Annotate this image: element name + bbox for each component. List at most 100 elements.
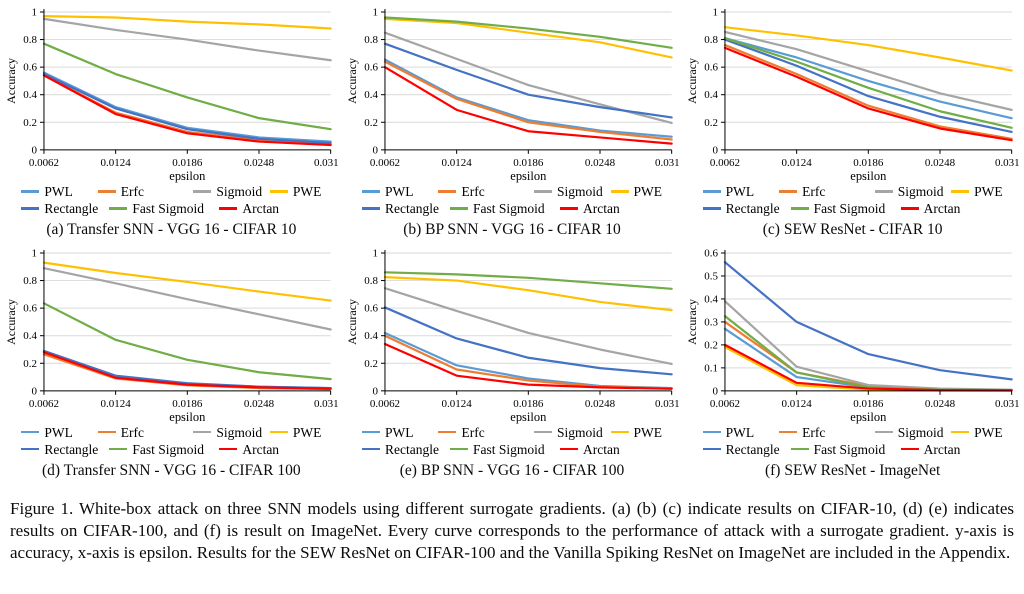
legend-line-swatch — [109, 447, 128, 451]
legend-label: Sigmoid — [216, 183, 263, 199]
legend-line-swatch — [534, 190, 553, 193]
legend-item-rectangle: Rectangle — [21, 441, 109, 458]
legend-line-swatch — [21, 207, 40, 210]
series-line-sigmoid — [724, 30, 1014, 111]
legend-item-sigmoid: Sigmoid — [534, 183, 610, 200]
legend-line-swatch — [610, 190, 629, 193]
legend-line-swatch — [559, 447, 578, 451]
legend-item-pwe: PWE — [610, 424, 662, 441]
legend-label: Arctan — [582, 441, 620, 457]
chart-figure-c: 0 0.2 0.4 0.6 0.8 1 0.0062 0.0124 0.0186 0.0248 0.… — [685, 4, 1020, 239]
legend-line-swatch — [97, 190, 116, 193]
x-tick-label: 0.0062 — [29, 157, 59, 169]
chart-plot-a: 0 0.2 0.4 0.6 0.8 1 0.0062 0.0124 0.0186 0.0248 0.… — [4, 6, 339, 183]
y-tick-label: 0 — [372, 385, 378, 397]
y-tick-label: 0.2 — [23, 358, 37, 370]
series-line-arctan — [42, 350, 332, 390]
y-tick-label: 0.6 — [23, 302, 37, 314]
x-tick-label: 0.0186 — [172, 398, 203, 410]
legend-label: Rectangle — [384, 441, 439, 457]
y-tick-label: 0.8 — [364, 34, 378, 46]
legend-label: PWE — [292, 424, 322, 440]
legend-line-swatch — [269, 430, 288, 434]
series-line-arctan — [724, 46, 1014, 142]
legend-label: Sigmoid — [897, 424, 944, 440]
series-line-fast-sigmoid — [383, 16, 673, 49]
series-line-rectangle — [42, 72, 332, 145]
legend-item-sigmoid: Sigmoid — [874, 424, 951, 441]
series-line-sigmoid — [42, 266, 332, 331]
series-line-pwe — [42, 261, 332, 302]
x-axis-label: epsilon — [851, 410, 888, 424]
chart-legend-d: PWL Erfc Sigmoid PWE Rectangle Fast Sigmoid Ar… — [21, 424, 321, 458]
figure-caption: Figure 1. White-box attack on three SNN … — [10, 498, 1014, 562]
legend-item-fast-sigmoid: Fast Sigmoid — [449, 200, 560, 217]
y-tick-label: 1 — [31, 6, 36, 18]
legend-item-sigmoid: Sigmoid — [193, 424, 269, 441]
legend-item-sigmoid: Sigmoid — [534, 424, 610, 441]
y-axis-label: Accuracy — [345, 58, 359, 104]
x-tick-label: 0.0248 — [585, 157, 616, 169]
legend-label: PWL — [44, 424, 73, 440]
chart-plot-f: 0 0.1 0.2 0.3 0.4 0.5 0.6 0.0062 0.0124 0.0186 0.0… — [685, 247, 1020, 424]
chart-legend-b: PWL Erfc Sigmoid PWE Rectangle Fast Sigmoid Ar… — [361, 183, 662, 217]
legend-label: Sigmoid — [557, 183, 603, 199]
legend-line-swatch — [534, 430, 553, 434]
series-line-fast-sigmoid — [724, 37, 1014, 129]
chart-caption-e: (e) BP SNN - VGG 16 - CIFAR 100 — [399, 461, 625, 479]
legend-item-pwe: PWE — [269, 183, 321, 200]
legend-item-arctan: Arctan — [900, 441, 989, 458]
y-tick-label: 0.2 — [705, 339, 719, 351]
chart-plot-b: 0 0.2 0.4 0.6 0.8 1 0.0062 0.0124 0.0186 0.0248 0.… — [345, 6, 680, 182]
legend-label: PWL — [384, 183, 414, 199]
legend-line-swatch — [21, 430, 40, 434]
chart-figure-a: 0 0.2 0.4 0.6 0.8 1 0.0062 0.0124 0.0186 0.0248 0.… — [4, 4, 339, 239]
legend-line-swatch — [702, 207, 721, 210]
x-tick-label: 0.0186 — [854, 398, 885, 410]
legend-label: PWE — [974, 424, 1003, 440]
y-tick-label: 0.5 — [705, 270, 719, 282]
y-tick-label: 0.2 — [364, 117, 378, 129]
legend-label: Arctan — [242, 441, 280, 457]
y-axis-label: Accuracy — [685, 58, 699, 104]
legend-line-swatch — [21, 447, 40, 451]
legend-label: Sigmoid — [216, 424, 263, 440]
legend-line-swatch — [97, 430, 116, 434]
legend-item-pwe: PWE — [269, 424, 322, 441]
y-tick-label: 0 — [713, 144, 719, 156]
legend-label: Erfc — [802, 183, 826, 199]
legend-label: Sigmoid — [557, 424, 603, 440]
legend-item-fast-sigmoid: Fast Sigmoid — [790, 441, 901, 458]
legend-row: Rectangle Fast Sigmoid Arctan — [21, 200, 321, 217]
legend-row: PWL Erfc Sigmoid PWE — [702, 424, 1003, 441]
y-tick-label: 0.2 — [364, 358, 378, 370]
series-line-rectangle — [724, 260, 1014, 381]
legend-label: PWL — [725, 183, 755, 199]
legend-item-pwl: PWL — [21, 424, 97, 441]
chart-plot-c: 0 0.2 0.4 0.6 0.8 1 0.0062 0.0124 0.0186 0.0248 0.… — [685, 6, 1020, 182]
y-tick-label: 0.8 — [364, 275, 378, 287]
legend-line-swatch — [361, 430, 380, 434]
legend-item-rectangle: Rectangle — [361, 200, 450, 217]
y-tick-label: 0.4 — [705, 89, 719, 101]
legend-line-swatch — [790, 447, 809, 451]
chart-legend-a: PWL Erfc Sigmoid PWE Rectangle Fast Sigmoid Ar… — [21, 183, 321, 217]
legend-item-arctan: Arctan — [900, 200, 989, 217]
series-line-pwl — [383, 58, 673, 138]
legend-label: Erfc — [461, 183, 485, 199]
legend-item-pwe: PWE — [610, 183, 662, 200]
legend-line-swatch — [438, 430, 457, 434]
y-tick-label: 1 — [372, 6, 377, 18]
legend-row: Rectangle Fast Sigmoid Arctan — [702, 200, 1003, 217]
y-tick-label: 0.6 — [705, 247, 719, 259]
y-tick-label: 0 — [372, 144, 378, 156]
x-tick-label: 0.031 — [995, 157, 1020, 169]
legend-row: PWL Erfc Sigmoid PWE — [702, 183, 1003, 200]
x-tick-label: 0.031 — [655, 398, 680, 410]
y-tick-label: 1 — [372, 247, 377, 259]
y-tick-label: 0.6 — [364, 302, 378, 314]
legend-item-pwe: PWE — [951, 424, 1003, 441]
x-axis-label: epsilon — [169, 169, 206, 183]
series-line-arctan — [383, 66, 673, 145]
series-line-fast-sigmoid — [383, 271, 673, 290]
